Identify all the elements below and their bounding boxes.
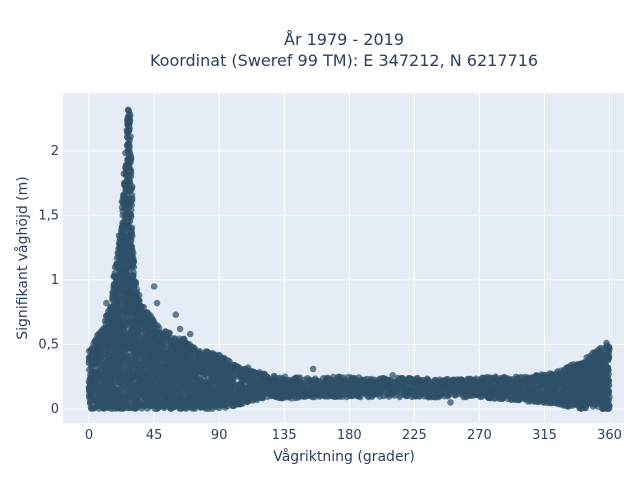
data-point [128, 230, 136, 238]
data-point [129, 272, 137, 279]
data-point [127, 154, 135, 162]
data-point [140, 303, 147, 311]
data-point [130, 257, 138, 265]
data-point [129, 249, 137, 257]
chart-title-line-2: Koordinat (Sweref 99 TM): E 347212, N 62… [150, 51, 538, 70]
chart-title-line-1: År 1979 - 2019 [284, 30, 404, 49]
data-point [127, 167, 135, 174]
data-point [126, 124, 133, 132]
data-point [296, 374, 304, 381]
data-point [128, 186, 135, 193]
data-point [133, 286, 140, 293]
data-points [85, 106, 613, 413]
data-point [127, 133, 134, 140]
data-point [131, 278, 139, 286]
data-point [135, 291, 143, 299]
data-point [128, 197, 136, 204]
data-point [126, 143, 133, 150]
data-point [127, 213, 135, 221]
data-point [127, 206, 135, 213]
x-gridlines [88, 93, 611, 423]
data-point [166, 329, 173, 337]
data-point [128, 224, 136, 231]
data-point [130, 263, 138, 271]
